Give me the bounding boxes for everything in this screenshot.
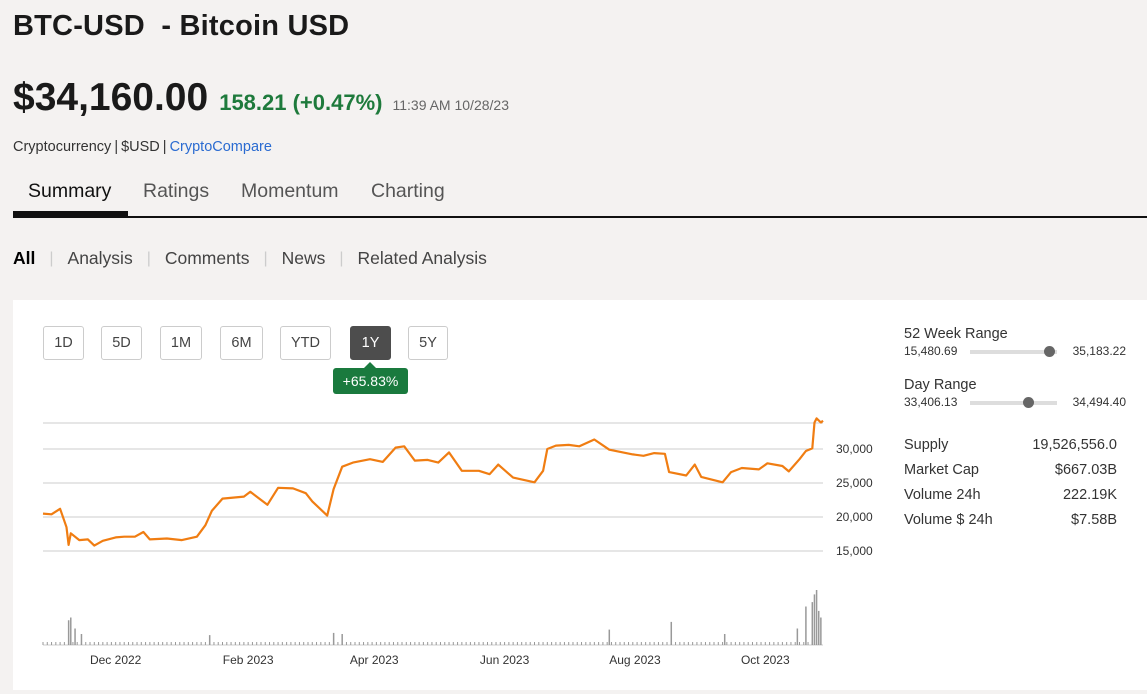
stat-label: Supply [904, 436, 949, 453]
price-change: 158.21 (+0.47%) [219, 90, 383, 115]
week52-low: 15,480.69 [904, 344, 958, 358]
x-tick-label: Oct 2023 [741, 653, 790, 667]
tab-ratings[interactable]: Ratings [143, 180, 210, 202]
asset-type: Cryptocurrency [13, 139, 112, 155]
subtab-related-analysis[interactable]: Related Analysis [357, 248, 487, 268]
x-tick-label: Aug 2023 [609, 653, 661, 667]
tab-summary[interactable]: Summary [28, 180, 112, 202]
day-range-label: Day Range [904, 377, 977, 393]
week52-high: 35,183.22 [1072, 344, 1126, 358]
ticker-symbol: BTC-USD [13, 10, 145, 42]
stat-label: Market Cap [904, 461, 979, 478]
divider: | [49, 249, 54, 267]
page-title: BTC-USD - Bitcoin USD [13, 10, 349, 43]
range-button-ytd[interactable]: YTD [280, 326, 331, 360]
stat-row-market-cap: Market Cap $667.03B [904, 457, 1117, 482]
stat-row-volume-usd-24h: Volume $ 24h $7.58B [904, 507, 1117, 532]
stats-panel: 52 Week Range 15,480.69 35,183.22 Day Ra… [904, 326, 1126, 532]
week52-range: 52 Week Range 15,480.69 35,183.22 [904, 326, 1126, 377]
day-low: 33,406.13 [904, 395, 958, 409]
price-line [42, 417, 824, 547]
active-tab-indicator [13, 211, 128, 216]
day-marker [1023, 397, 1035, 408]
x-tick-label: Jun 2023 [480, 653, 530, 667]
divider: | [146, 249, 151, 267]
stat-value: $667.03B [1054, 461, 1117, 478]
divider: | [339, 249, 344, 267]
week52-marker [1044, 346, 1056, 357]
range-button-5y[interactable]: 5Y [408, 326, 448, 360]
stat-label: Volume 24h [904, 486, 981, 503]
sub-tabs: All | Analysis | Comments | News | Relat… [13, 248, 487, 269]
tab-momentum[interactable]: Momentum [241, 180, 339, 202]
day-range-bar [970, 397, 1057, 408]
tab-charting[interactable]: Charting [371, 180, 445, 202]
subtab-news[interactable]: News [281, 248, 326, 268]
asset-currency: $USD [121, 139, 160, 155]
day-high: 34,494.40 [1072, 395, 1126, 409]
range-button-5d[interactable]: 5D [101, 326, 142, 360]
stat-label: Volume $ 24h [904, 511, 993, 528]
current-price: $34,160.00 [13, 76, 209, 119]
subtab-all[interactable]: All [13, 248, 36, 268]
chart-panel: 1D 5D 1M 6M YTD 1Y 5Y +65.83% 15,000 20,0… [13, 300, 1147, 690]
performance-badge: +65.83% [333, 362, 408, 394]
y-tick-label: 15,000 [836, 544, 873, 558]
subtab-analysis[interactable]: Analysis [67, 248, 133, 268]
divider: | [263, 249, 268, 267]
subtab-comments[interactable]: Comments [164, 248, 250, 268]
stat-row-supply: Supply 19,526,556.0 [904, 432, 1117, 457]
stat-value: 19,526,556.0 [1032, 436, 1117, 453]
price-row: $34,160.00 158.21 (+0.47%) 11:39 AM 10/2… [13, 76, 509, 120]
range-button-1d[interactable]: 1D [43, 326, 84, 360]
range-button-6m[interactable]: 6M [220, 326, 263, 360]
stat-row-volume-24h: Volume 24h 222.19K [904, 482, 1117, 507]
week52-range-bar [970, 346, 1057, 357]
y-tick-label: 20,000 [836, 510, 873, 524]
asset-meta: Cryptocurrency | $USD | CryptoCompare [13, 139, 272, 155]
week52-range-label: 52 Week Range [904, 326, 1008, 342]
asset-name: - Bitcoin USD [161, 10, 350, 42]
x-tick-label: Apr 2023 [350, 653, 399, 667]
range-button-1m[interactable]: 1M [160, 326, 202, 360]
x-tick-label: Feb 2023 [223, 653, 274, 667]
y-tick-label: 30,000 [836, 442, 873, 456]
price-chart: 15,000 20,000 25,000 30,000 Dec 2022 Feb 2023… [42, 417, 873, 667]
main-tabs: Summary Ratings Momentum Charting [13, 167, 1147, 218]
stat-value: 222.19K [1062, 486, 1117, 503]
range-button-1y[interactable]: 1Y [350, 326, 391, 360]
x-tick-label: Dec 2022 [90, 653, 142, 667]
data-source-link[interactable]: CryptoCompare [169, 139, 272, 155]
y-tick-label: 25,000 [836, 476, 873, 490]
day-range: Day Range 33,406.13 34,494.40 [904, 377, 1126, 428]
stat-value: $7.58B [1071, 511, 1117, 528]
price-timestamp: 11:39 AM 10/28/23 [392, 97, 509, 113]
